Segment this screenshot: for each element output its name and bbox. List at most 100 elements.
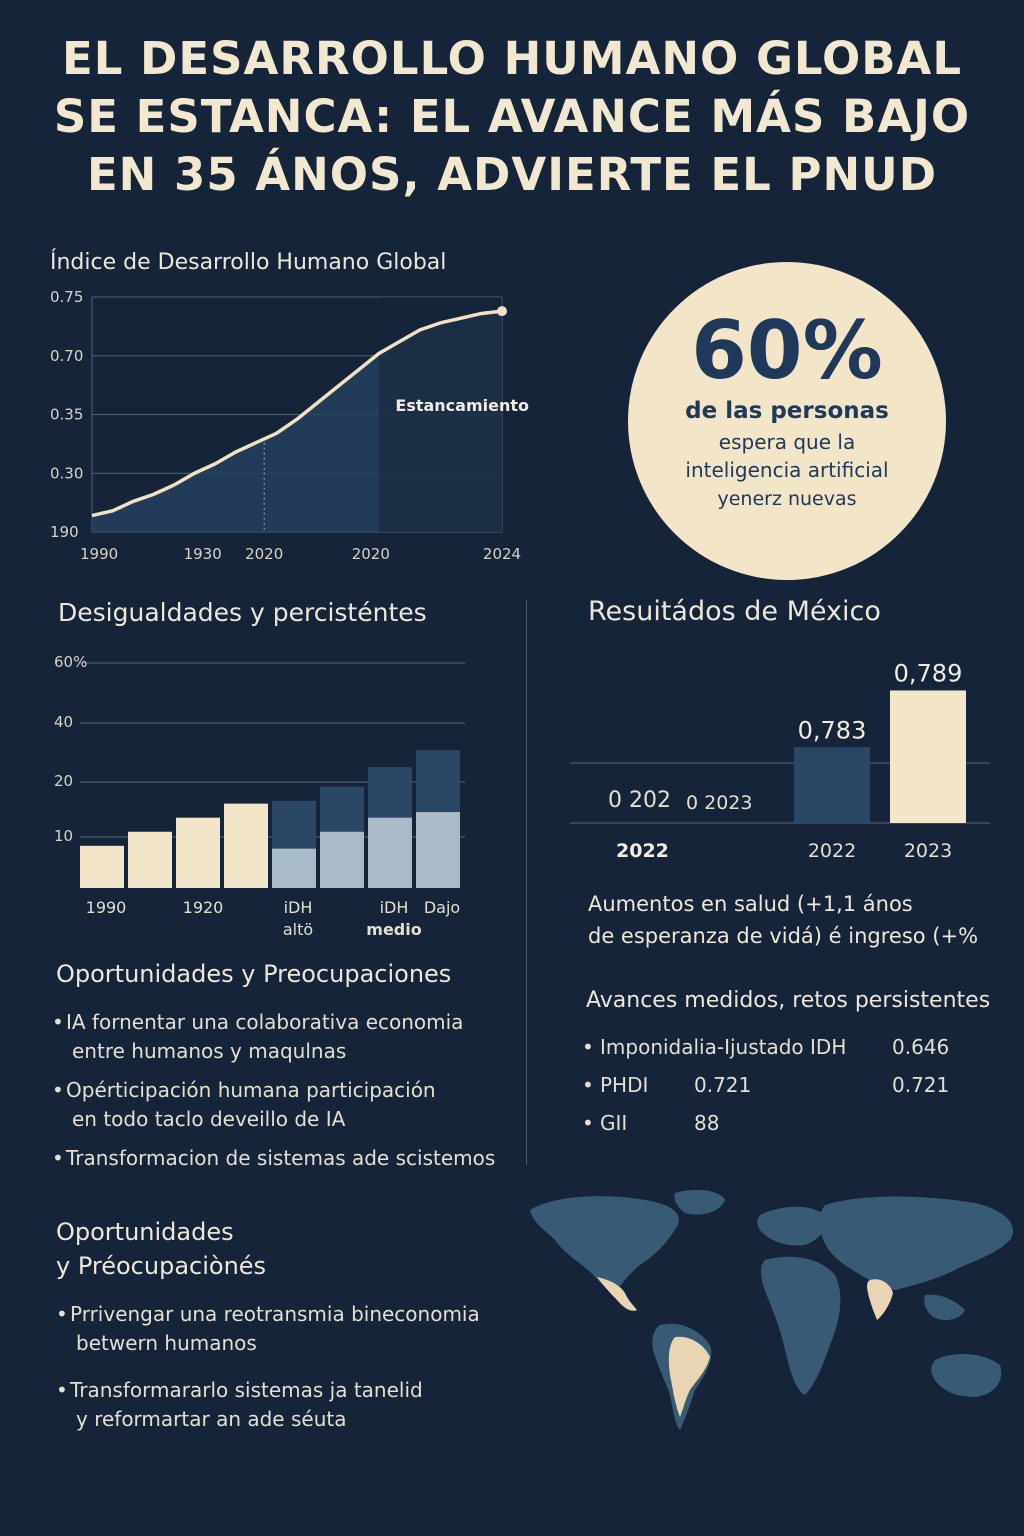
bullet: • xyxy=(56,1378,68,1402)
health-line-1: Aumentos en salud (+1,1 ános xyxy=(588,892,913,916)
hdi-line xyxy=(91,309,503,518)
title-line-2: SE ESTANCA: EL AVANCE MÁS BAJO xyxy=(53,90,971,143)
ai-stat-line-2: espera que la xyxy=(718,430,856,454)
bullet: • xyxy=(52,1146,64,1170)
list-item-line-2: en todo taclo deveillo de IA xyxy=(72,1107,346,1131)
ai-stat-line-3: inteligencia artificial xyxy=(685,458,889,482)
oportunidades2-title-line-2: y Préocupaciònés xyxy=(56,1252,267,1280)
bullet: • xyxy=(52,1010,64,1034)
y-tick-label: 0.30 xyxy=(50,464,83,482)
x-tick-label: 1990 xyxy=(86,898,127,917)
avances-label: GII xyxy=(600,1111,628,1135)
y-tick-label: 0.75 xyxy=(50,288,83,306)
oportunidades-title: Oportunidades y Preocupaciones xyxy=(56,960,452,988)
list-item: • IA fornentar una colaborativa economia … xyxy=(52,1008,512,1066)
page-title: EL DESARROLLO HUMANO GLOBAL SE ESTANCA: … xyxy=(40,30,984,204)
bar-top-segment xyxy=(320,786,364,832)
bar xyxy=(128,831,172,888)
bar-bottom-segment xyxy=(416,812,460,888)
avances-label: PHDI xyxy=(600,1073,649,1097)
list-item-line-2: betwern humanos xyxy=(76,1331,257,1355)
mexico-bar-chart: 0,783 2022 0,789 2023 0 202 0 2023 2022 xyxy=(570,659,990,862)
x-tick-label: 1920 xyxy=(183,898,224,917)
avances-row: • GII 88 xyxy=(582,1111,982,1149)
list-item-line-2: y reformartar an ade séuta xyxy=(76,1407,347,1431)
bar xyxy=(80,845,124,888)
extra-label: 0 2023 xyxy=(686,792,752,814)
ai-stat-line-1: de las personas xyxy=(685,398,889,424)
x-tick-label: 2022 xyxy=(808,840,856,862)
list-item: • Opérticipación humana participación en … xyxy=(52,1076,512,1134)
avances-list: • Imponidalia-Ijustado IDH 0.646 • PHDI … xyxy=(582,1035,982,1149)
list-item: • Transformacion de sistemas ade scistemo… xyxy=(52,1144,512,1173)
x-tick-label: iDH xyxy=(284,898,313,917)
x-tick-label: iDH xyxy=(380,898,409,917)
title-line-1: EL DESARROLLO HUMANO GLOBAL xyxy=(61,32,963,85)
bar-bottom-segment xyxy=(368,817,412,888)
y-tick-label: 0.70 xyxy=(50,347,83,365)
list-item-line-1: Opérticipación humana participación xyxy=(66,1078,436,1102)
line-chart-title: Índice de Desarrollo Humano Global xyxy=(50,250,447,275)
ai-stat-circle: 60% de las personas espera que la inteli… xyxy=(628,262,946,580)
bullet: • xyxy=(582,1073,594,1097)
bar-top-segment xyxy=(368,767,412,818)
vertical-divider xyxy=(526,600,527,1165)
x-tick-label: Dajo xyxy=(424,898,460,917)
world-map-icon xyxy=(530,1189,1014,1430)
x-tick-label: 2023 xyxy=(904,840,952,862)
x-tick-label: 1930 xyxy=(184,545,222,563)
title-line-3: EN 35 ÁNOS, ADVIERTE EL PNUD xyxy=(86,148,938,201)
list-item-line-1: Transformacion de sistemas ade scistemos xyxy=(66,1146,496,1170)
avances-label: Imponidalia-Ijustado IDH xyxy=(600,1035,847,1059)
health-text: Aumentos en salud (+1,1 ános de esperanz… xyxy=(588,888,978,952)
bar xyxy=(224,803,268,888)
y-tick-label: 20 xyxy=(54,772,73,790)
list-item-line-2: entre humanos y maqulnas xyxy=(72,1039,347,1063)
avances-row: • PHDI 0.721 0.721 xyxy=(582,1073,982,1111)
bar xyxy=(176,817,220,888)
oportunidades-list: • IA fornentar una colaborativa economia … xyxy=(52,1008,512,1173)
list-item-line-1: Prrivengar una reotransmia bineconomia xyxy=(70,1302,480,1326)
bar-bottom-segment xyxy=(320,831,364,888)
x-tick-label: 2024 xyxy=(483,545,521,563)
bar-top-segment xyxy=(272,800,316,849)
x-tick-label: altö xyxy=(283,920,313,939)
ai-stat-percent: 60% xyxy=(691,304,883,397)
list-item-line-1: Transformararlo sistemas ja tanelid xyxy=(70,1378,423,1402)
bullet: • xyxy=(56,1302,68,1326)
bar xyxy=(890,690,966,823)
x-tick-label: 1990 xyxy=(80,545,118,563)
extra-label: 2022 xyxy=(616,840,669,862)
avances-value-1: 0.721 xyxy=(694,1073,752,1097)
oportunidades2-title-line-1: Oportunidades xyxy=(56,1218,234,1246)
extra-label: 0 202 xyxy=(608,788,671,813)
x-tick-label: 2020 xyxy=(245,545,283,563)
bullet: • xyxy=(582,1035,594,1059)
bullet: • xyxy=(52,1078,64,1102)
mexico-chart-title: Resuitádos de México xyxy=(588,596,881,627)
avances-value-2: 0.646 xyxy=(892,1035,950,1059)
bullet: • xyxy=(582,1111,594,1135)
stagnation-region xyxy=(379,297,502,532)
y-tick-label: 60% xyxy=(54,653,87,671)
x-tick-label: medio xyxy=(366,920,421,939)
endpoint-dot xyxy=(497,306,507,317)
health-line-2: de esperanza de vidá) é ingreso (+% xyxy=(588,924,979,948)
bar-bottom-segment xyxy=(272,848,316,888)
hdi-line-chart: 0.75 0.70 0.35 0.30 190 Estancamiento 1990 1930… xyxy=(50,288,529,563)
data-label: 0,789 xyxy=(894,659,963,687)
avances-value-2: 0.721 xyxy=(892,1073,950,1097)
bar-chart-title: Desigualdades y percisténtes xyxy=(58,598,427,627)
avances-value-1: 88 xyxy=(694,1111,720,1135)
ai-stat-line-4: yenerz nuevas xyxy=(717,488,857,510)
bar-top-segment xyxy=(416,750,460,813)
oportunidades2-list: • Prrivengar una reotransmia bineconomia … xyxy=(56,1300,516,1434)
y-tick-label: 190 xyxy=(50,523,79,541)
data-label: 0,783 xyxy=(798,716,867,744)
y-tick-label: 10 xyxy=(54,827,73,845)
bar xyxy=(794,747,870,823)
y-tick-label: 40 xyxy=(54,713,73,731)
list-item: • Prrivengar una reotransmia bineconomia … xyxy=(56,1300,516,1358)
list-item-line-1: IA fornentar una colaborativa economia xyxy=(66,1010,464,1034)
